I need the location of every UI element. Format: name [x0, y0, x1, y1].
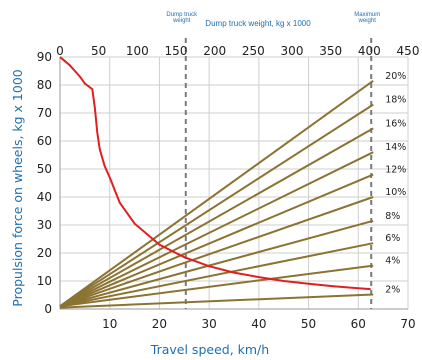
- grade-label: 10%: [385, 187, 406, 198]
- y-tick-label: 80: [37, 78, 52, 92]
- top-tick-label: 350: [319, 44, 342, 58]
- x-tick-label: 10: [102, 317, 117, 331]
- top-tick-label: 200: [203, 44, 226, 58]
- grade-label: 2%: [385, 284, 400, 295]
- reference-note-line: weight: [172, 18, 191, 24]
- x-tick-label: 60: [351, 317, 366, 331]
- top-tick-label: 300: [281, 44, 304, 58]
- y-tick-label: 20: [37, 246, 52, 260]
- grade-label: 16%: [385, 118, 406, 129]
- reference-note-line: Dump truck: [166, 12, 198, 18]
- grade-label: 14%: [385, 142, 406, 153]
- propulsion-curve: [59, 56, 371, 291]
- top-tick-label: 400: [358, 44, 381, 58]
- y-tick-labels: 0 10 20 30 40 50 60 70 80 90: [37, 50, 52, 316]
- grade-line: [59, 293, 374, 309]
- maximum-weight-note: Maximum weight: [354, 12, 380, 24]
- top-tick-label: 450: [397, 44, 420, 58]
- x-tick-label: 50: [301, 317, 316, 331]
- grade-label: 20%: [385, 71, 406, 82]
- grade-lines: [59, 79, 374, 309]
- y-tick-label: 50: [37, 162, 52, 176]
- y-tick-label: 0: [44, 302, 52, 316]
- y-tick-label: 70: [37, 106, 52, 120]
- grade-label: 4%: [385, 256, 400, 267]
- plot-frame: [59, 57, 408, 310]
- grade-line: [59, 196, 374, 308]
- grade-line: [59, 242, 374, 308]
- x-axis-title: Travel speed, km/h: [150, 342, 269, 357]
- top-tick-label: 150: [165, 44, 188, 58]
- grade-label: 6%: [385, 233, 400, 244]
- reference-note-line: Maximum: [354, 12, 380, 18]
- x-tick-label: 20: [152, 317, 167, 331]
- y-tick-label: 60: [37, 134, 52, 148]
- grade-labels: 2% 4% 6% 8% 10% 12% 14% 16% 18% 20%: [385, 71, 406, 296]
- grade-line: [59, 127, 374, 308]
- top-tick-label: 0: [56, 44, 64, 58]
- dump-truck-weight-note: Dump truck weight: [166, 12, 198, 24]
- y-tick-label: 90: [37, 50, 52, 64]
- y-tick-label: 10: [37, 274, 52, 288]
- top-tick-label: 100: [126, 44, 149, 58]
- x-tick-label: 40: [251, 317, 266, 331]
- y-axis-title: Propulsion force on wheels, kg x 1000: [10, 69, 25, 307]
- reference-note-line: weight: [358, 18, 377, 24]
- grade-label: 18%: [385, 95, 406, 106]
- grade-line: [59, 219, 374, 308]
- top-tick-labels: 0 50 100 150 200 250 300 350 400 450: [56, 44, 419, 58]
- y-tick-label: 40: [37, 190, 52, 204]
- x-tick-label: 30: [202, 317, 217, 331]
- top-tick-label: 50: [91, 44, 106, 58]
- top-tick-label: 250: [242, 44, 265, 58]
- x-tick-label: 70: [400, 317, 415, 331]
- grade-line: [59, 151, 374, 308]
- grade-line: [59, 79, 374, 308]
- y-tick-label: 30: [37, 218, 52, 232]
- propulsion-curve-group: [59, 56, 371, 291]
- grade-line: [59, 173, 374, 308]
- x-tick-labels: 10 20 30 40 50 60 70: [102, 317, 416, 331]
- grade-label: 12%: [385, 165, 406, 176]
- grade-line: [59, 264, 374, 308]
- grade-line: [59, 103, 374, 308]
- top-axis-title: Dump truck weight, kg x 1000: [205, 19, 311, 28]
- grade-label: 8%: [385, 211, 400, 222]
